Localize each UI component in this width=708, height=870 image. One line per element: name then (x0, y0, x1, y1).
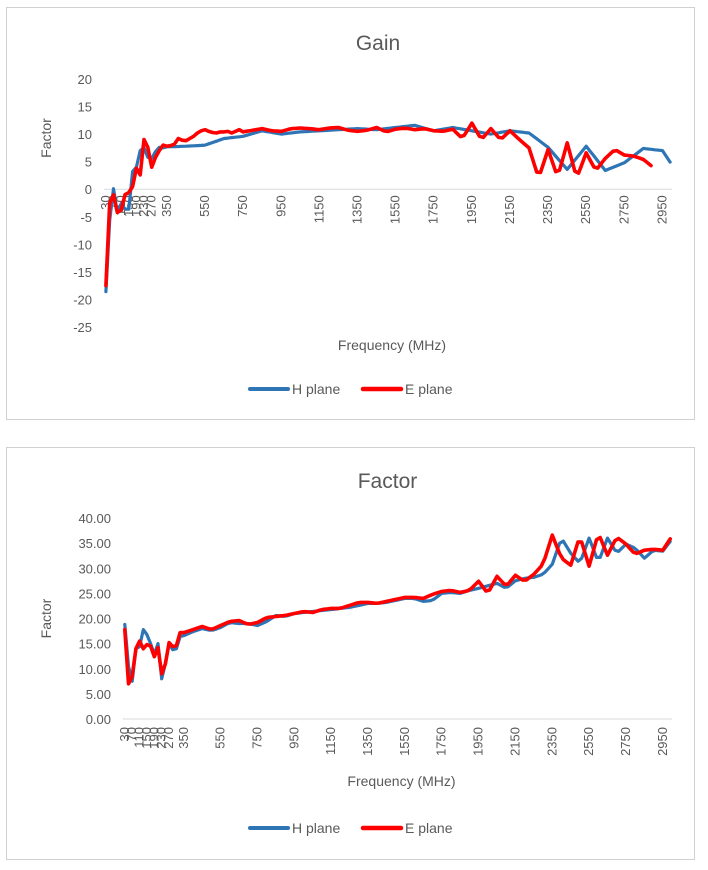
x-tick-label: 1550 (397, 727, 412, 756)
x-tick-label: 1950 (464, 195, 479, 224)
legend-entry: E plane (360, 820, 453, 836)
y-tick-label: -20 (73, 292, 92, 307)
x-tick-label: 2350 (544, 727, 559, 756)
x-tick-label: 230 (136, 195, 151, 217)
y-tick-label: -25 (73, 320, 92, 335)
legend-label: E plane (405, 820, 453, 836)
y-tick-label: 5 (85, 155, 92, 170)
x-axis-title: Frequency (MHz) (338, 337, 446, 353)
y-tick-label: 20.00 (78, 612, 111, 627)
series-line-h-plane (104, 123, 672, 294)
chart-title: Gain (356, 32, 400, 55)
x-tick-label: 30 (117, 727, 132, 741)
x-tick-label: 350 (159, 195, 174, 217)
x-tick-label: 270 (144, 195, 159, 217)
x-tick-label: 2750 (616, 195, 631, 224)
x-tick-label: 1350 (350, 195, 365, 224)
gain-chart-panel: Gain -25 -20 -15 -10 -5 0 5 10 15 20 30 70 110 150 190 2… (6, 7, 695, 420)
x-tick-label: 1150 (311, 195, 326, 223)
y-tick-label: 15 (78, 100, 92, 115)
y-tick-label: 30.00 (78, 561, 111, 576)
x-tick-label: 950 (273, 195, 288, 217)
x-tick-label: 2950 (655, 727, 670, 756)
x-tick-label: 2750 (618, 727, 633, 756)
legend-label: H plane (292, 820, 340, 836)
x-tick-label: 190 (128, 195, 143, 217)
x-tick-label: 1950 (471, 727, 486, 756)
series-line-e-plane (104, 121, 653, 288)
x-tick-label: 1750 (426, 195, 441, 224)
y-tick-label: 10 (78, 127, 92, 142)
gain-chart: Gain-25-20-15-10-50510152030701101501902… (38, 32, 672, 397)
x-tick-label: 150 (139, 727, 154, 749)
legend-label: H plane (292, 381, 340, 397)
y-tick-label: 35.00 (78, 536, 111, 551)
x-tick-label: 550 (197, 195, 212, 217)
y-tick-label: 5.00 (86, 687, 111, 702)
series-line-e-plane (123, 533, 673, 686)
x-tick-label: 1750 (434, 727, 449, 756)
x-tick-label: 750 (249, 727, 264, 749)
y-tick-label: 0.00 (86, 712, 111, 727)
x-tick-label: 1550 (388, 195, 403, 224)
y-tick-label: 0 (85, 182, 92, 197)
legend-entry: E plane (360, 381, 453, 397)
x-tick-label: 550 (213, 727, 228, 749)
y-tick-label: 20 (78, 72, 92, 87)
x-tick-label: 350 (176, 727, 191, 749)
x-tick-label: 2350 (540, 195, 555, 224)
y-tick-label: -15 (73, 265, 92, 280)
y-axis-title: Factor (38, 118, 54, 158)
x-tick-label: 1150 (323, 727, 338, 755)
x-tick-label: 2150 (502, 195, 517, 224)
y-tick-label: -5 (80, 210, 92, 225)
x-tick-label: 2150 (507, 727, 522, 756)
chart-title: Factor (358, 470, 418, 493)
x-tick-label: 2550 (578, 195, 593, 224)
legend-label: E plane (405, 381, 453, 397)
x-tick-label: 2950 (654, 195, 669, 224)
y-tick-label: 10.00 (78, 662, 111, 677)
x-tick-label: 750 (235, 195, 250, 217)
x-tick-label: 110 (132, 727, 147, 748)
x-tick-label: 2550 (581, 727, 596, 756)
x-tick-label: 70 (124, 727, 139, 741)
y-tick-label: 15.00 (78, 637, 111, 652)
factor-chart-panel: Factor 0.00 5.00 10.00 15.00 20.00 25.00 30.00 3… (6, 447, 695, 860)
x-tick-label: 950 (286, 727, 301, 749)
x-tick-label: 190 (146, 727, 161, 749)
x-tick-label: 270 (161, 727, 176, 749)
y-axis-title: Factor (38, 598, 54, 638)
x-tick-label: 230 (154, 727, 169, 749)
x-axis-title: Frequency (MHz) (347, 773, 455, 789)
y-tick-label: -10 (73, 237, 92, 252)
x-tick-label: 1350 (360, 727, 375, 756)
legend-entry: H plane (248, 820, 340, 836)
y-tick-label: 25.00 (78, 586, 111, 601)
factor-chart: Factor 0.00 5.00 10.00 15.00 20.00 25.00 30.00 3… (38, 470, 673, 836)
y-tick-label: 40.00 (78, 511, 111, 526)
legend-entry: H plane (248, 381, 340, 397)
